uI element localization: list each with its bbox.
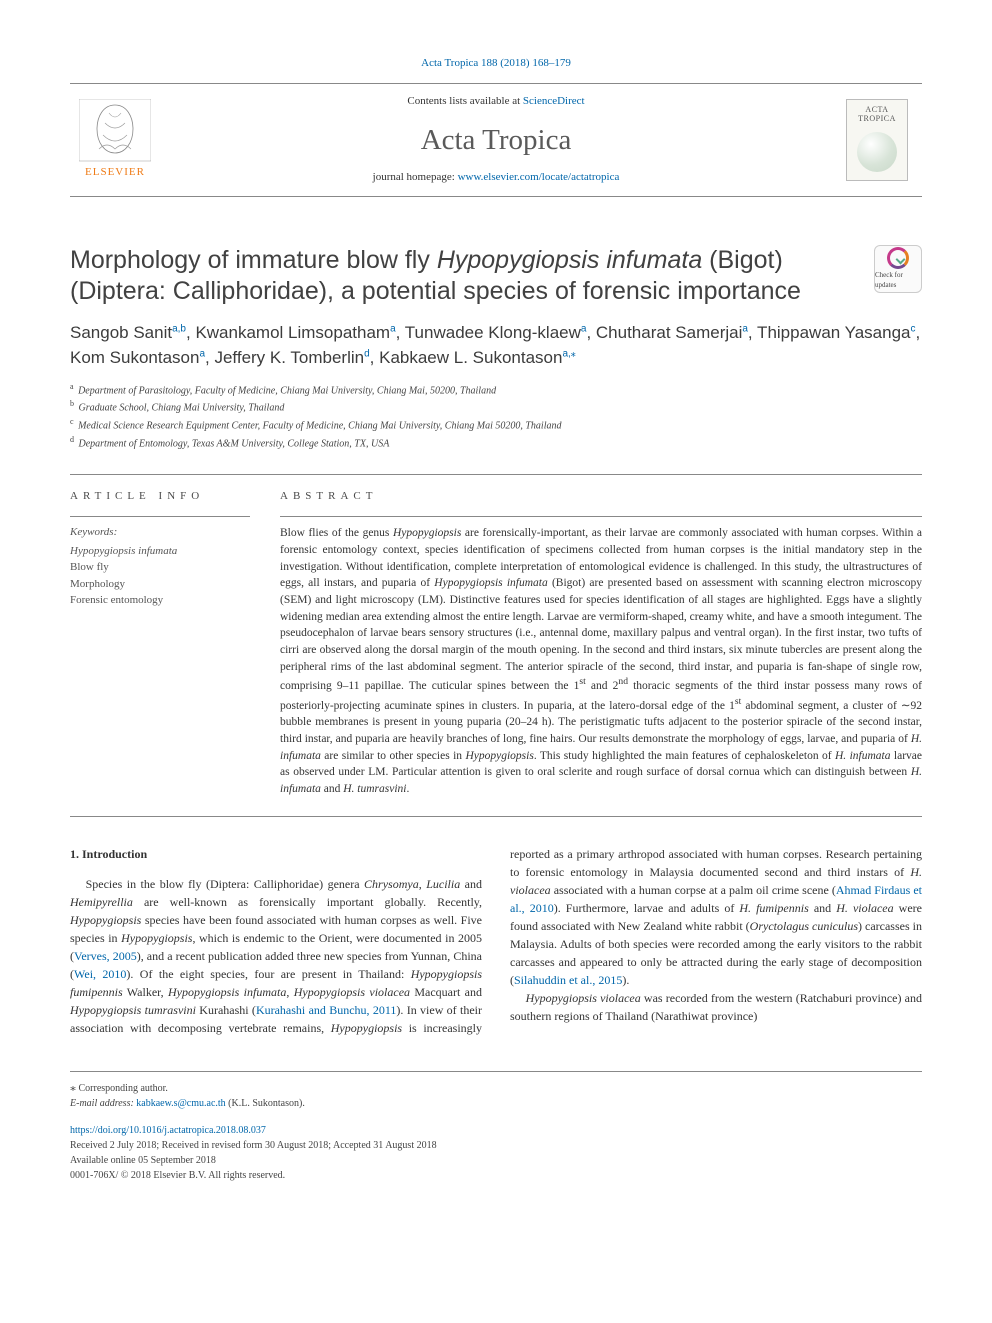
corresponding-email-link[interactable]: kabkaew.s@cmu.ac.th: [136, 1098, 225, 1109]
affil-ref-link[interactable]: c: [911, 324, 916, 335]
affil-ref-link[interactable]: a: [742, 324, 748, 335]
keywords-heading: Keywords:: [70, 525, 250, 540]
ref-link[interactable]: Silahuddin et al., 2015: [514, 973, 622, 987]
doi-link[interactable]: https://doi.org/10.1016/j.actatropica.20…: [70, 1125, 266, 1136]
svg-text:ELSEVIER: ELSEVIER: [85, 166, 145, 178]
affil-ref-link[interactable]: a: [581, 324, 587, 335]
check-for-updates-badge[interactable]: Check for updates: [874, 245, 922, 293]
journal-cover-thumbnail: ACTA TROPICA: [846, 99, 908, 181]
footer-notes: ⁎ Corresponding author. E-mail address: …: [70, 1071, 922, 1111]
affil-ref-link[interactable]: a,: [562, 348, 570, 359]
elsevier-logo: ELSEVIER: [79, 99, 151, 181]
body-text: 1. Introduction Species in the blow fly …: [70, 845, 922, 1037]
copyright-block: https://doi.org/10.1016/j.actatropica.20…: [70, 1123, 922, 1183]
journal-homepage-link[interactable]: www.elsevier.com/locate/actatropica: [458, 171, 620, 183]
ref-link[interactable]: Kurahashi and Bunchu, 2011: [256, 1003, 396, 1017]
affil-ref-link[interactable]: a,b: [172, 324, 186, 335]
keywords-list: Hypopygiopsis infumataBlow flyMorphology…: [70, 543, 250, 609]
abstract-text: Blow flies of the genus Hypopygiopsis ar…: [280, 525, 922, 797]
article-title: Morphology of immature blow fly Hypopygi…: [70, 245, 862, 308]
masthead: ELSEVIER Contents lists available at Sci…: [70, 83, 922, 196]
ref-link[interactable]: Wei, 2010: [74, 967, 126, 981]
affil-ref-link[interactable]: d: [364, 348, 370, 359]
journal-ref-link[interactable]: Acta Tropica 188 (2018) 168–179: [421, 57, 571, 69]
affil-ref-link[interactable]: a: [199, 348, 205, 359]
affil-ref-link[interactable]: a: [390, 324, 396, 335]
ref-link[interactable]: Verves, 2005: [74, 949, 137, 963]
author-list: Sangob Sanita,b, Kwankamol Limsopathama,…: [70, 321, 922, 370]
homepage-line: journal homepage: www.elsevier.com/locat…: [160, 170, 832, 185]
contents-line: Contents lists available at ScienceDirec…: [160, 94, 832, 109]
affiliations: a Department of Parasitology, Faculty of…: [70, 381, 922, 452]
section-heading-introduction: 1. Introduction: [70, 845, 482, 863]
abstract-label: ABSTRACT: [280, 489, 922, 504]
article-info-label: ARTICLE INFO: [70, 489, 250, 504]
journal-name: Acta Tropica: [160, 120, 832, 161]
sciencedirect-link[interactable]: ScienceDirect: [523, 95, 585, 107]
